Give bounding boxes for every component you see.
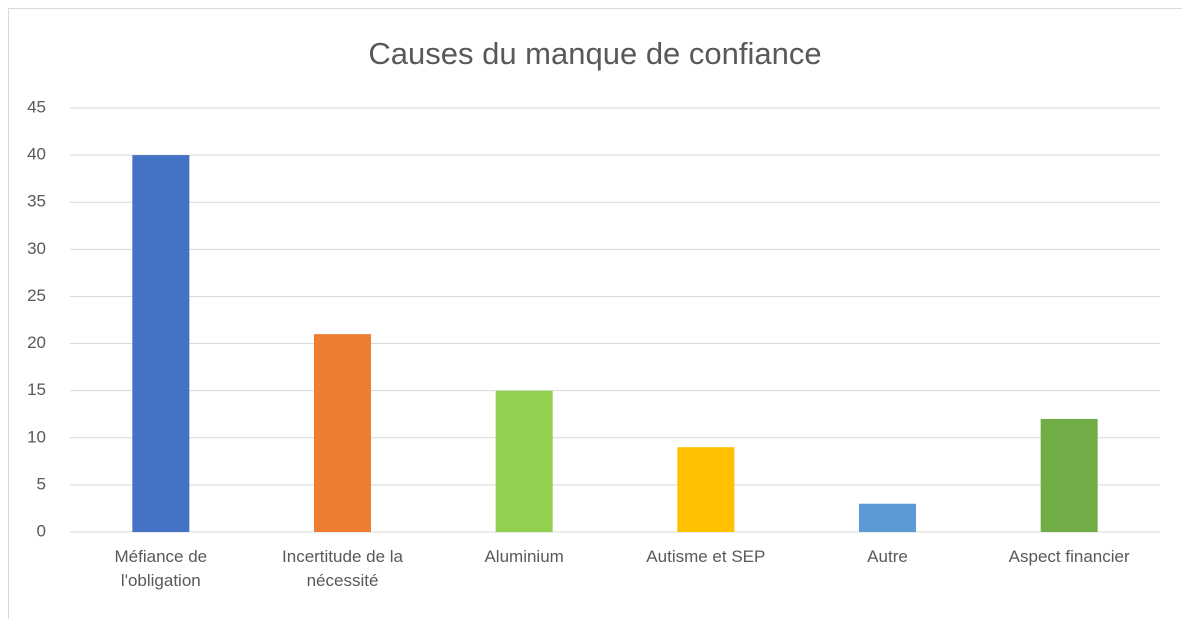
- x-tick-label: Autisme et SEP: [646, 547, 766, 566]
- x-tick-label: Incertitude de la nécessité: [282, 547, 403, 590]
- x-tick-label: Autre: [867, 547, 908, 566]
- y-tick-label: 10: [27, 427, 46, 446]
- x-tick-label: Aluminium: [484, 547, 564, 566]
- bar: [1040, 418, 1098, 532]
- y-tick-label: 40: [27, 145, 46, 164]
- bar: [859, 503, 916, 532]
- bar: [495, 390, 553, 532]
- y-tick-label: 20: [27, 333, 46, 352]
- y-tick-label: 0: [37, 521, 46, 540]
- y-tick-label: 25: [27, 286, 46, 305]
- y-tick-label: 45: [27, 97, 46, 116]
- y-tick-label: 35: [27, 192, 46, 211]
- y-tick-label: 5: [37, 474, 46, 493]
- x-tick-label: Aspect financier: [1008, 547, 1130, 566]
- bar: [677, 447, 735, 532]
- x-tick-label: Méfiance de l'obligation: [114, 547, 208, 590]
- bar: [132, 155, 190, 532]
- bar: [314, 334, 371, 532]
- y-tick-label: 15: [27, 380, 46, 399]
- chart-border: [8, 8, 1182, 619]
- chart-title: Causes du manque de confiance: [368, 36, 821, 71]
- y-tick-label: 30: [27, 239, 46, 258]
